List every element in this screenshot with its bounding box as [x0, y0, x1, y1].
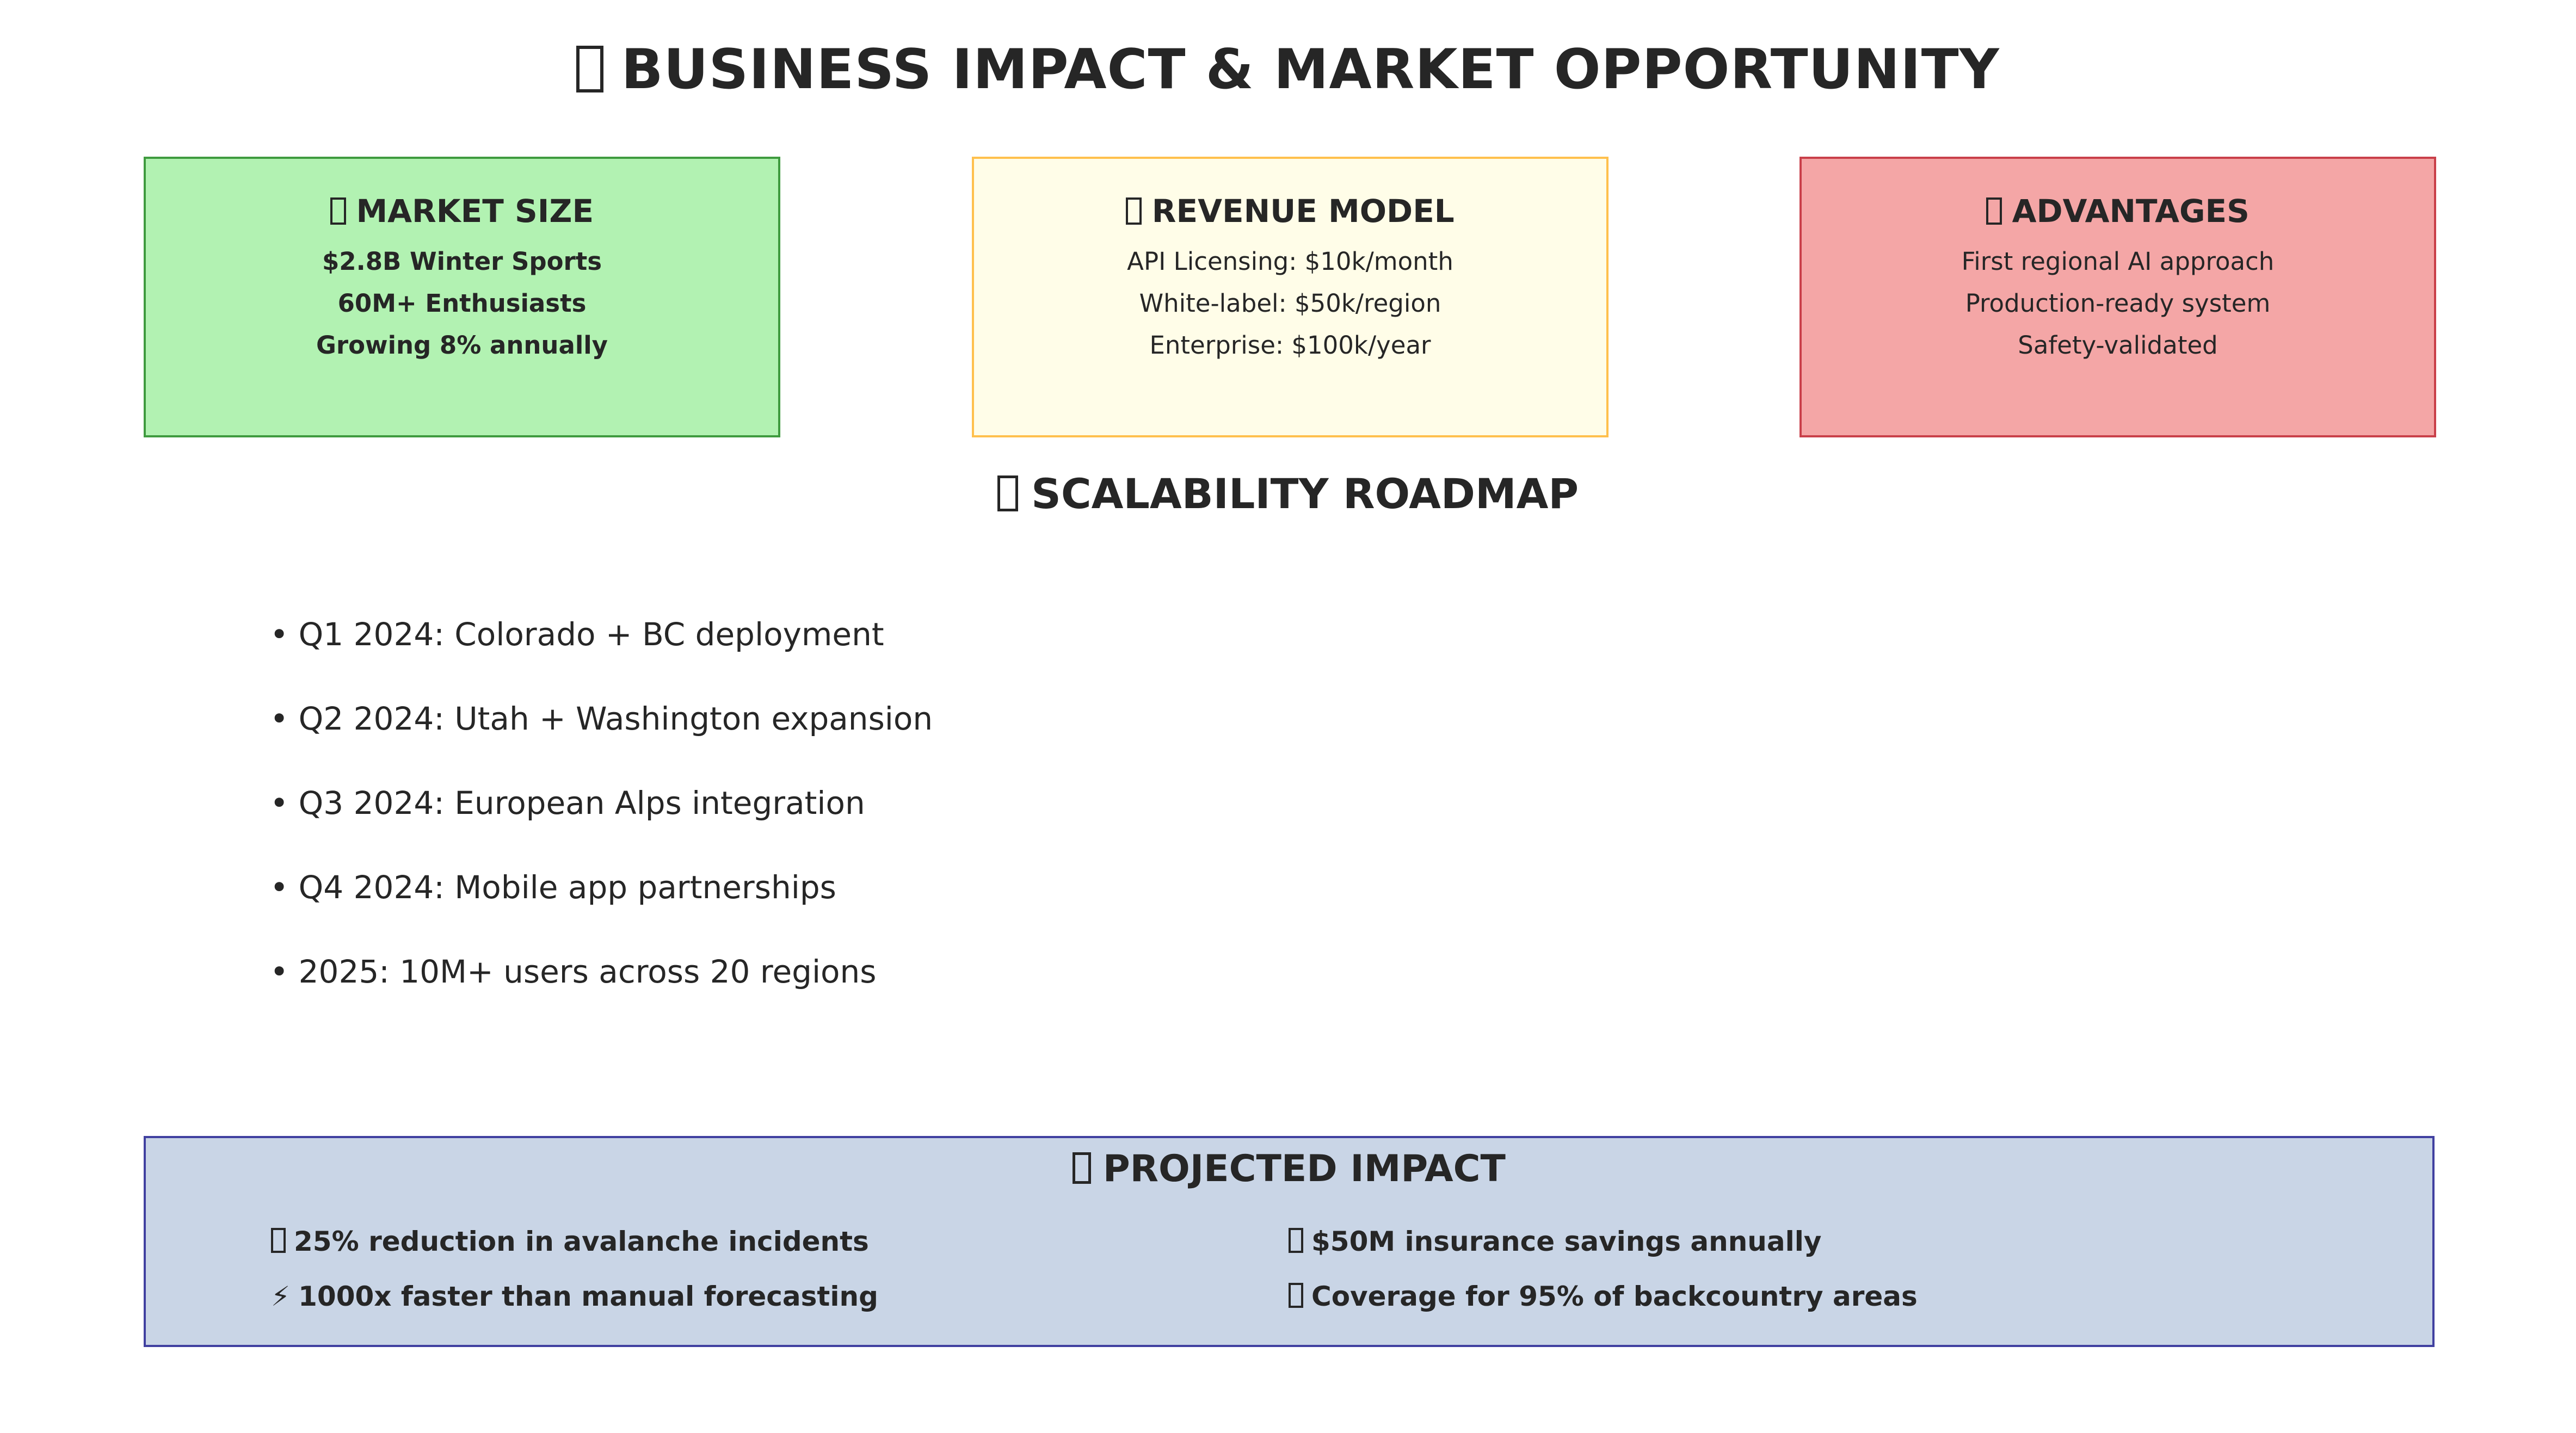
revenue-model-line: API Licensing: $10k/month [1127, 247, 1453, 276]
missing-glyph-icon [576, 46, 604, 93]
impact-item-text: $50M insurance savings annually [1311, 1226, 1822, 1257]
missing-glyph-icon [1126, 197, 1142, 225]
market-size-line: 60M+ Enthusiasts [337, 289, 587, 318]
missing-glyph-icon [1986, 197, 2002, 225]
market-size-line: $2.8B Winter Sports [322, 247, 602, 276]
missing-glyph-icon [330, 197, 346, 225]
missing-glyph-icon [271, 1228, 286, 1253]
impact-item-text: 25% reduction in avalanche incidents [294, 1226, 869, 1257]
market-size-title-text: MARKET SIZE [356, 193, 594, 230]
roadmap-item: • Q3 2024: European Alps integration [270, 785, 865, 821]
advantages-lines: First regional AI approach Production-re… [1802, 240, 2434, 366]
roadmap-item: • Q1 2024: Colorado + BC deployment [270, 616, 884, 653]
revenue-model-line: Enterprise: $100k/year [1149, 331, 1431, 360]
roadmap-heading: SCALABILITY ROADMAP [0, 468, 2576, 520]
impact-item-text: 1000x faster than manual forecasting [298, 1281, 878, 1312]
projected-impact-heading: PROJECTED IMPACT [146, 1145, 2432, 1194]
lightning-bolt-icon: ⚡ [271, 1281, 291, 1312]
roadmap-list: • Q1 2024: Colorado + BC deployment • Q2… [270, 613, 933, 1034]
impact-item: 25% reduction in avalanche incidents [271, 1222, 869, 1261]
impact-item: ⚡ 1000x faster than manual forecasting [271, 1277, 878, 1315]
market-size-line: Growing 8% annually [316, 331, 608, 360]
roadmap-item: • Q2 2024: Utah + Washington expansion [270, 700, 933, 737]
advantages-title-text: ADVANTAGES [2012, 193, 2250, 230]
market-size-card: MARKET SIZE $2.8B Winter Sports 60M+ Ent… [144, 157, 780, 437]
roadmap-heading-text: SCALABILITY ROADMAP [1031, 470, 1579, 518]
revenue-model-card: REVENUE MODEL API Licensing: $10k/month … [972, 157, 1609, 437]
advantages-line: Safety-validated [2018, 331, 2218, 360]
impact-item-text: Coverage for 95% of backcountry areas [1311, 1281, 1918, 1312]
revenue-model-title: REVENUE MODEL [974, 192, 1606, 231]
revenue-model-lines: API Licensing: $10k/month White-label: $… [974, 240, 1606, 366]
advantages-line: Production-ready system [1965, 289, 2271, 318]
page-title-text: BUSINESS IMPACT & MARKET OPPORTUNITY [621, 37, 2000, 101]
market-size-lines: $2.8B Winter Sports 60M+ Enthusiasts Gro… [146, 240, 778, 366]
impact-item: $50M insurance savings annually [1289, 1222, 1822, 1261]
missing-glyph-icon [997, 475, 1018, 512]
impact-item: Coverage for 95% of backcountry areas [1289, 1277, 1918, 1315]
revenue-model-line: White-label: $50k/region [1139, 289, 1441, 318]
roadmap-item: • 2025: 10M+ users across 20 regions [270, 953, 877, 990]
advantages-title: ADVANTAGES [1802, 192, 2434, 231]
projected-impact-panel: PROJECTED IMPACT 25% reduction in avalan… [144, 1136, 2435, 1347]
projected-impact-heading-text: PROJECTED IMPACT [1102, 1147, 1506, 1190]
page-title: BUSINESS IMPACT & MARKET OPPORTUNITY [0, 34, 2576, 104]
market-size-title: MARKET SIZE [146, 192, 778, 231]
missing-glyph-icon [1073, 1152, 1092, 1184]
advantages-line: First regional AI approach [1961, 247, 2275, 276]
missing-glyph-icon [1289, 1283, 1303, 1308]
missing-glyph-icon [1289, 1228, 1303, 1253]
roadmap-item: • Q4 2024: Mobile app partnerships [270, 869, 836, 906]
advantages-card: ADVANTAGES First regional AI approach Pr… [1799, 157, 2436, 437]
revenue-model-title-text: REVENUE MODEL [1151, 193, 1455, 230]
